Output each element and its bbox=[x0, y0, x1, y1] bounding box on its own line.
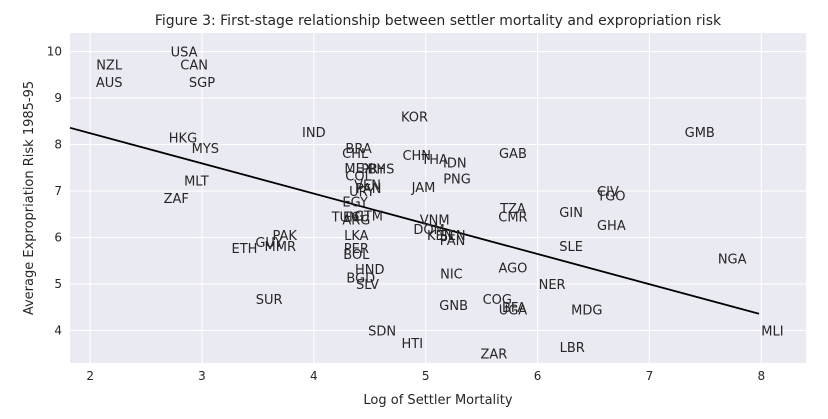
point-label: GTM bbox=[354, 210, 383, 225]
point-label: ECU bbox=[343, 211, 370, 226]
point-label: BHS bbox=[367, 162, 394, 177]
point-label: ZAR bbox=[481, 348, 508, 363]
point-label: TUN bbox=[331, 211, 359, 226]
point-label: GUY bbox=[255, 236, 283, 251]
x-tick-label: 6 bbox=[534, 369, 542, 383]
regression-line bbox=[69, 126, 760, 315]
point-label: SEN bbox=[439, 229, 465, 244]
point-label: AGO bbox=[498, 261, 527, 276]
point-label: GHA bbox=[597, 219, 626, 234]
chart-title: Figure 3: First-stage relationship betwe… bbox=[155, 13, 722, 29]
point-label: BFA bbox=[502, 301, 526, 316]
point-label: PER bbox=[344, 242, 369, 257]
point-label: MDG bbox=[571, 304, 602, 319]
x-tick-label: 3 bbox=[198, 369, 206, 383]
point-label: CIV bbox=[597, 185, 619, 200]
point-label: VNM bbox=[420, 213, 450, 228]
point-label: ZAF bbox=[164, 192, 189, 207]
point-label: LKA bbox=[344, 229, 369, 244]
plot-area bbox=[70, 33, 806, 363]
point-label: CAN bbox=[180, 59, 208, 74]
point-label: BRA bbox=[345, 142, 371, 157]
point-label: MLT bbox=[184, 174, 209, 189]
point-label: SLV bbox=[356, 278, 379, 293]
grid-group bbox=[70, 33, 806, 363]
point-label: JAM bbox=[411, 181, 436, 196]
point-label: GAB bbox=[499, 147, 527, 162]
point-label: HTI bbox=[401, 337, 423, 352]
point-label: PAK bbox=[273, 229, 298, 244]
point-label: HND bbox=[355, 263, 385, 278]
point-label: SDN bbox=[368, 324, 396, 339]
point-label: AUS bbox=[96, 76, 123, 91]
y-tick-label: 4 bbox=[54, 323, 62, 337]
point-label: NZL bbox=[96, 59, 123, 74]
point-label: NIC bbox=[440, 267, 463, 282]
point-label: PNG bbox=[443, 172, 471, 187]
x-tick-label: 4 bbox=[310, 369, 318, 383]
point-label: SLE bbox=[559, 240, 583, 255]
y-tick-label: 5 bbox=[54, 277, 62, 291]
y-tick-label: 9 bbox=[54, 91, 62, 105]
point-label: IND bbox=[302, 126, 326, 141]
point-label: VEN bbox=[354, 179, 381, 194]
point-label: URY bbox=[349, 185, 375, 200]
point-label: MLI bbox=[761, 324, 783, 339]
y-tick-label: 8 bbox=[54, 138, 62, 152]
point-label: KEN bbox=[427, 229, 453, 244]
x-ticks: 2 3 4 5 6 7 8 bbox=[86, 369, 765, 383]
point-label: USA bbox=[171, 46, 198, 61]
point-label: KOR bbox=[401, 111, 428, 126]
x-tick-label: 5 bbox=[422, 369, 430, 383]
point-label: TGO bbox=[596, 190, 625, 205]
point-label: BOL bbox=[343, 248, 370, 263]
point-label: CHL bbox=[342, 147, 369, 162]
point-label: PRY bbox=[361, 162, 385, 177]
point-label: MYS bbox=[192, 142, 219, 157]
x-axis-label: Log of Settler Mortality bbox=[363, 393, 512, 408]
point-label: MEX bbox=[344, 162, 372, 177]
point-label: IDN bbox=[443, 157, 467, 172]
point-label: ARG bbox=[342, 213, 370, 228]
point-label: GIN bbox=[559, 206, 583, 221]
point-label: EGY bbox=[342, 196, 368, 211]
point-label: TZA bbox=[499, 202, 526, 217]
x-tick-label: 7 bbox=[646, 369, 654, 383]
y-tick-label: 7 bbox=[54, 184, 62, 198]
x-tick-label: 2 bbox=[86, 369, 94, 383]
point-label: NGA bbox=[718, 252, 747, 267]
point-label: GNB bbox=[439, 299, 468, 314]
point-label: PAN bbox=[356, 182, 382, 197]
point-label: SUR bbox=[256, 293, 283, 308]
point-label: UGA bbox=[499, 304, 528, 319]
point-label: CMR bbox=[498, 211, 527, 226]
point-label: LBR bbox=[560, 341, 585, 356]
point-label: SGP bbox=[189, 76, 215, 91]
point-label: NER bbox=[539, 278, 566, 293]
point-label: CHN bbox=[402, 149, 431, 164]
point-label: PAN bbox=[440, 234, 466, 249]
y-tick-label: 10 bbox=[47, 45, 62, 59]
point-label: GMB bbox=[685, 126, 715, 141]
point-label: MMR bbox=[265, 240, 296, 255]
point-label: COL bbox=[345, 170, 372, 185]
point-label: COG bbox=[483, 293, 512, 308]
point-label: HKG bbox=[169, 132, 197, 147]
point-label: DOM bbox=[413, 223, 444, 238]
point-label: ETH bbox=[232, 242, 258, 257]
x-tick-label: 8 bbox=[757, 369, 765, 383]
y-tick-label: 6 bbox=[54, 231, 62, 245]
fit-line-group bbox=[69, 126, 760, 315]
point-label: BGD bbox=[346, 271, 375, 286]
y-axis-label: Average Expropriation Risk 1985-95 bbox=[22, 81, 37, 315]
point-label: THA bbox=[420, 153, 448, 168]
y-ticks: 4 5 6 7 8 9 10 bbox=[47, 45, 62, 338]
